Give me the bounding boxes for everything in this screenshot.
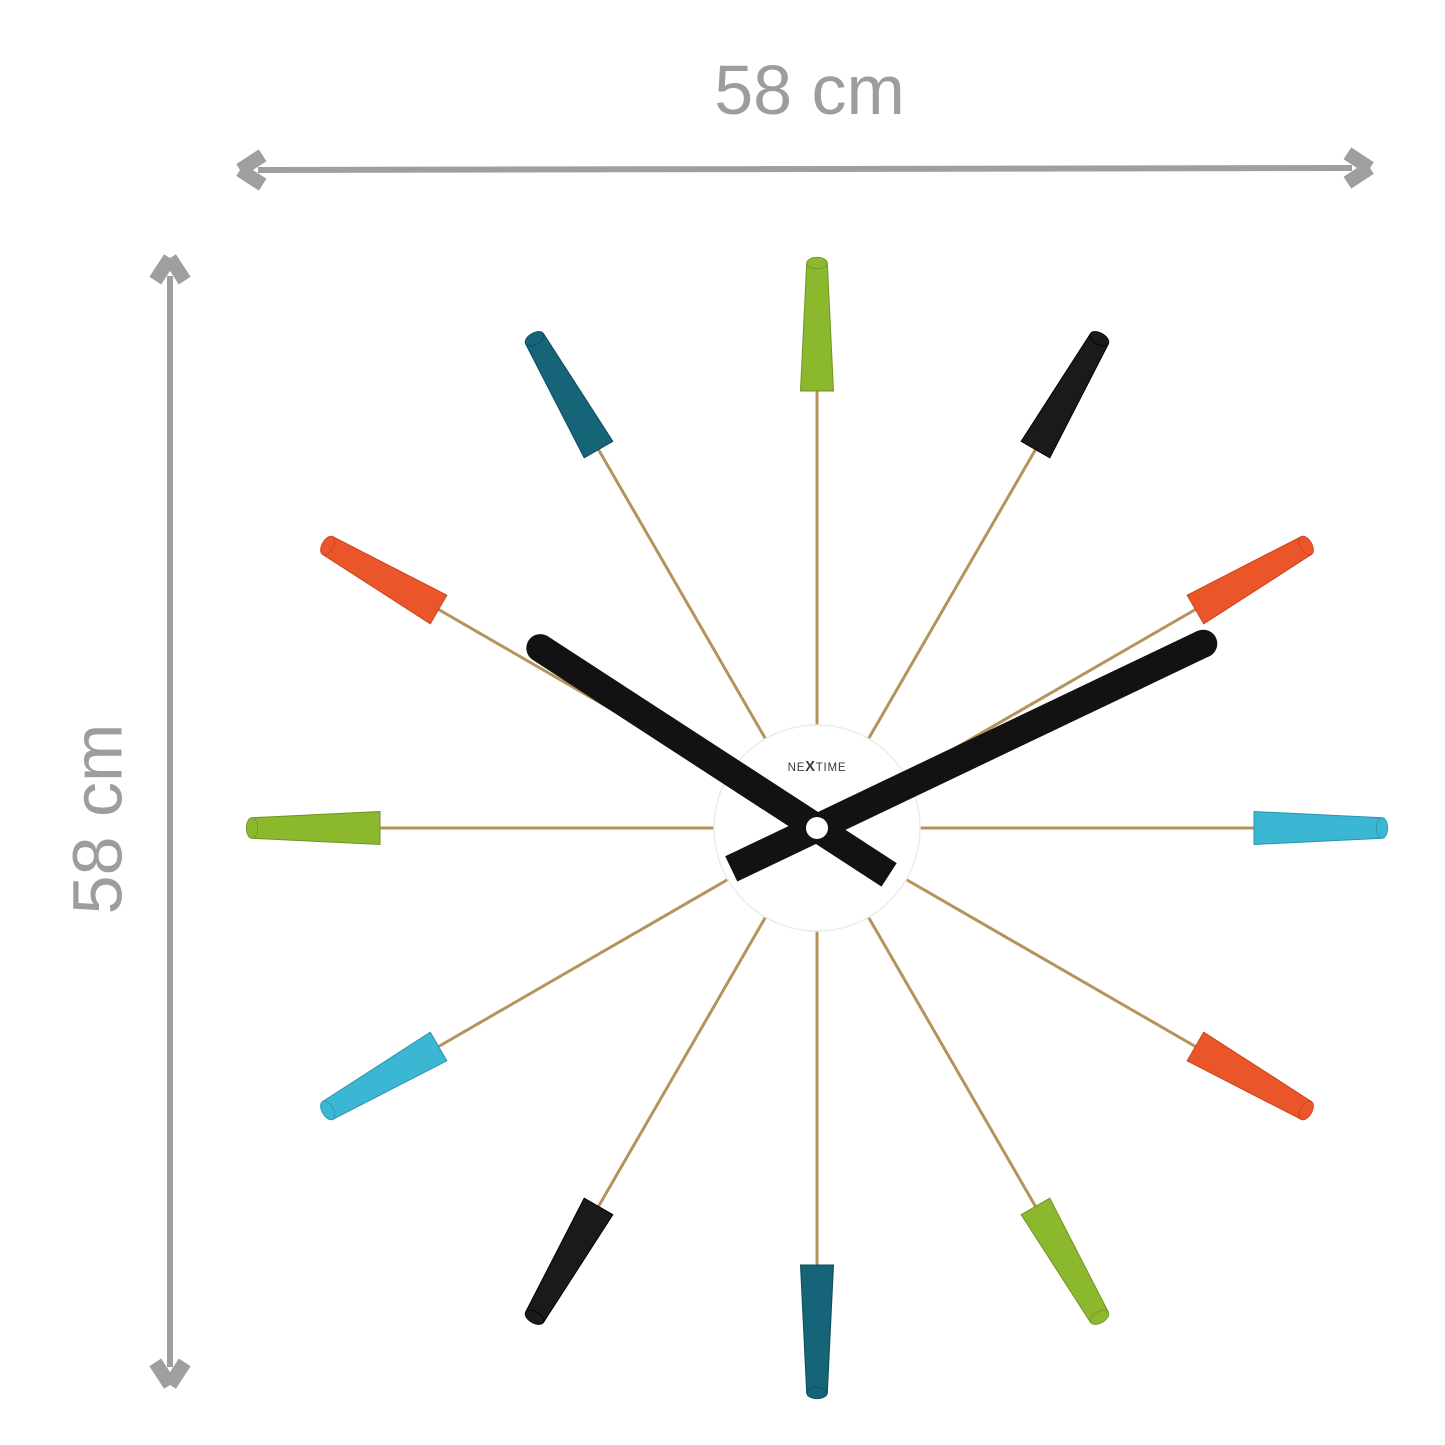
svg-text:NEXTIME: NEXTIME bbox=[788, 759, 847, 775]
